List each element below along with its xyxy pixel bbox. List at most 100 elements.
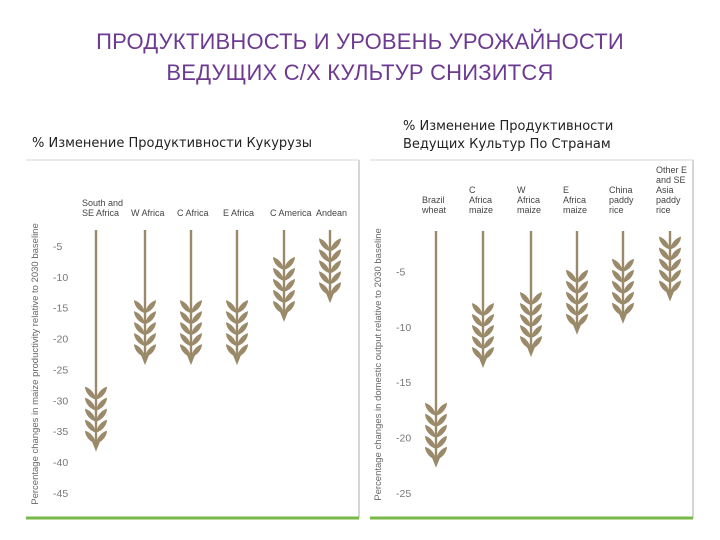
grain-kernel: [180, 333, 191, 347]
bar-stem: [143, 230, 147, 358]
slide-title-line2: ВЕДУЩИХ С/Х КУЛЬТУР СНИЗИТСЯ: [166, 60, 554, 85]
category-label: China: [609, 185, 633, 195]
grain-kernel: [85, 419, 96, 433]
grain-kernel: [145, 300, 156, 314]
category-label: Asia: [656, 185, 674, 195]
grain-kernel: [330, 249, 341, 263]
grain-kernel: [180, 311, 191, 325]
grain-kernel: [237, 344, 248, 358]
grain-kernel: [145, 344, 156, 358]
grain-kernel: [659, 269, 670, 283]
category-label: Africa: [517, 195, 540, 205]
y-tick-label: -15: [53, 303, 68, 315]
grain-kernel: [226, 311, 237, 325]
grain-kernel: [425, 424, 436, 438]
category-label: Other E: [656, 165, 687, 175]
grain-kernel: [531, 335, 542, 349]
grain-kernel: [436, 424, 447, 438]
grain-kernel: [180, 322, 191, 336]
bar: W Africa: [131, 208, 165, 366]
grain-kernel: [180, 344, 191, 358]
grain-kernel: [96, 408, 107, 422]
bar-stem: [575, 231, 579, 327]
grain-kernel: [612, 269, 623, 283]
grain-kernel: [670, 280, 681, 294]
grain-kernel: [237, 333, 248, 347]
grain-kernel: [273, 278, 284, 292]
y-tick-label: -20: [396, 433, 411, 445]
grain-kernel: [145, 322, 156, 336]
category-label: E Africa: [223, 208, 254, 218]
grain-kernel: [436, 435, 447, 449]
bar-stem: [189, 230, 193, 358]
grain-kernel: [472, 303, 483, 317]
grain-kernel: [85, 430, 96, 444]
grain-kernel: [284, 300, 295, 314]
grain-kernel: [472, 347, 483, 361]
grain-kernel: [134, 344, 145, 358]
grain-kernel: [483, 314, 494, 328]
grain-tip: [432, 457, 440, 468]
grain-kernel: [319, 282, 330, 296]
grain-kernel: [96, 430, 107, 444]
grain-kernel: [520, 335, 531, 349]
grain-tip: [92, 441, 100, 452]
grain-kernel: [237, 300, 248, 314]
bar-stem: [235, 230, 239, 358]
grain-kernel: [436, 446, 447, 460]
grain-kernel: [319, 271, 330, 285]
grain-tip: [233, 355, 241, 366]
bar-stem: [529, 231, 533, 349]
category-label: Andean: [316, 208, 347, 218]
grain-kernel: [191, 344, 202, 358]
grain-kernel: [531, 324, 542, 338]
grain-kernel: [623, 269, 634, 283]
grain-kernel: [134, 300, 145, 314]
grain-kernel: [237, 322, 248, 336]
bar-stem: [328, 230, 332, 296]
grain-kernel: [531, 313, 542, 327]
category-label: C Africa: [177, 208, 209, 218]
grain-kernel: [145, 333, 156, 347]
grain-kernel: [612, 302, 623, 316]
grain-kernel: [191, 300, 202, 314]
category-label: rice: [656, 205, 671, 215]
grain-kernel: [96, 397, 107, 411]
grain-kernel: [520, 291, 531, 305]
grain-kernel: [520, 313, 531, 327]
bar: E Africa: [223, 208, 254, 366]
grain-kernel: [566, 269, 577, 283]
grain-kernel: [623, 291, 634, 305]
right-chart-title: % Изменение Продуктивности Ведущих Культ…: [403, 119, 614, 152]
category-label: maize: [469, 205, 493, 215]
grain-kernel: [85, 386, 96, 400]
y-axis-label: Percentage changes in maize productivity…: [30, 223, 41, 504]
grain-kernel: [472, 336, 483, 350]
grain-tip: [619, 313, 627, 324]
grain-kernel: [134, 322, 145, 336]
y-axis-label: Percentage changes in domestic output re…: [373, 228, 384, 501]
grain-tip: [527, 346, 535, 357]
y-tick-label: -5: [396, 266, 405, 278]
grain-tip: [326, 293, 334, 304]
bar: C America: [270, 208, 312, 322]
grain-kernel: [531, 302, 542, 316]
grain-kernel: [623, 280, 634, 294]
category-label: Brazil: [422, 195, 445, 205]
grain-kernel: [436, 402, 447, 416]
grain-kernel: [436, 413, 447, 427]
grain-kernel: [612, 258, 623, 272]
grain-kernel: [577, 269, 588, 283]
grain-tip: [666, 291, 674, 302]
grain-kernel: [226, 344, 237, 358]
grain-kernel: [134, 333, 145, 347]
grain-tip: [280, 311, 288, 322]
grain-kernel: [226, 333, 237, 347]
grain-kernel: [566, 313, 577, 327]
grain-kernel: [612, 280, 623, 294]
grain-kernel: [284, 256, 295, 270]
